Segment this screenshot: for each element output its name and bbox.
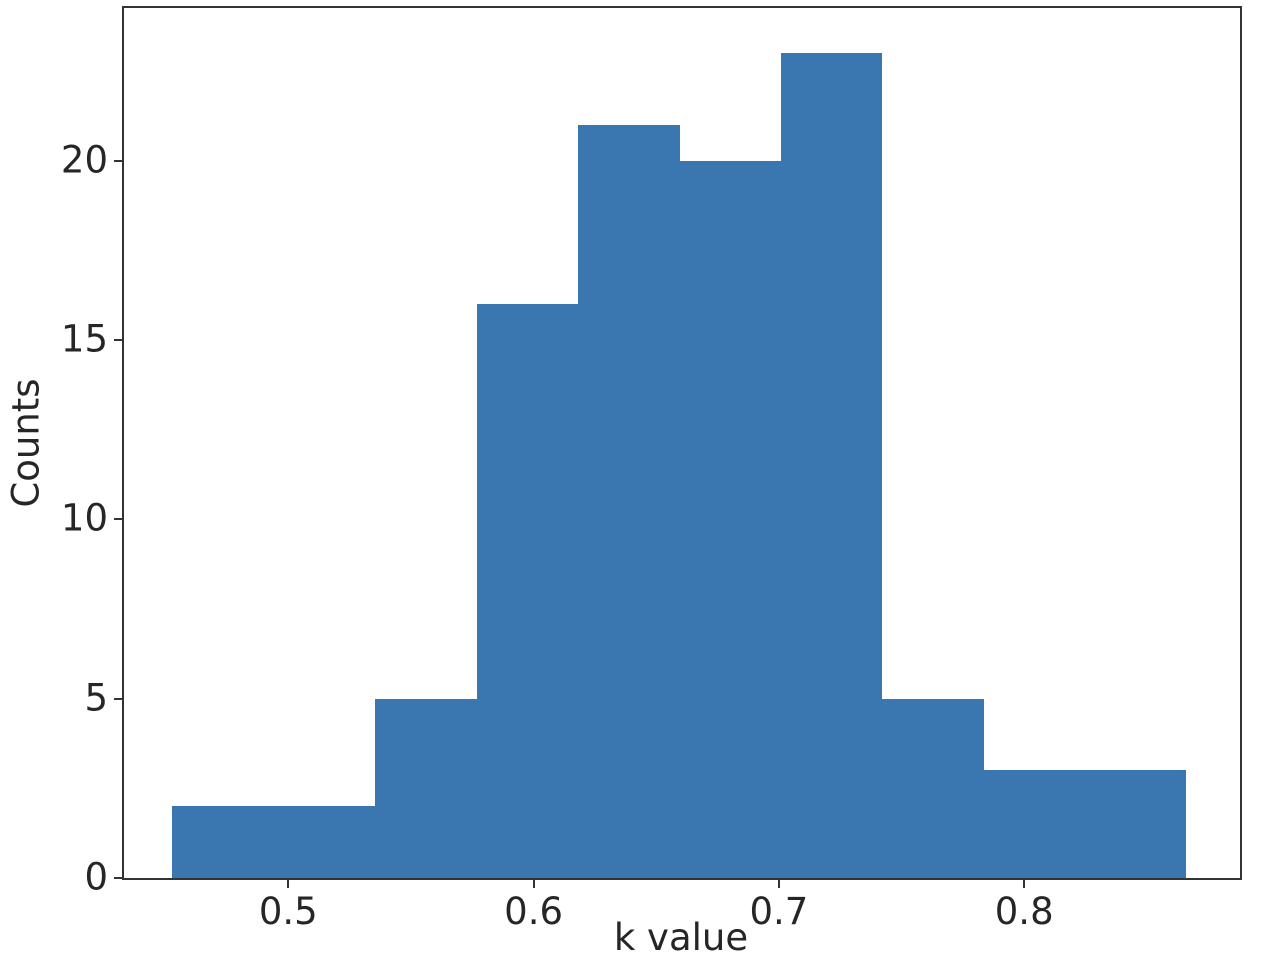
y-tick bbox=[114, 338, 122, 341]
x-tick-label: 0.5 bbox=[258, 890, 318, 933]
y-tick-label: 0 bbox=[84, 855, 108, 899]
y-axis-label: Counts bbox=[4, 378, 48, 508]
histogram-bar bbox=[476, 304, 578, 878]
y-tick bbox=[114, 159, 122, 162]
y-tick-label: 10 bbox=[60, 496, 108, 540]
histogram-bar bbox=[273, 806, 376, 878]
x-tick bbox=[777, 880, 780, 888]
x-tick-label: 0.7 bbox=[749, 890, 809, 933]
y-tick-label: 5 bbox=[84, 676, 108, 720]
histogram-bar bbox=[578, 124, 680, 878]
histogram-bar bbox=[882, 698, 984, 878]
histogram-bar bbox=[375, 698, 477, 878]
x-tick bbox=[1023, 880, 1026, 888]
histogram-bar bbox=[983, 770, 1086, 878]
y-tick bbox=[114, 697, 122, 700]
histogram-bar bbox=[679, 160, 781, 878]
x-tick bbox=[287, 880, 290, 888]
histogram-bar bbox=[1085, 770, 1187, 878]
x-tick-label: 0.6 bbox=[504, 890, 564, 933]
y-tick-label: 15 bbox=[60, 317, 108, 361]
y-tick-label: 20 bbox=[60, 138, 108, 182]
y-tick bbox=[114, 518, 122, 521]
plot-area: 0.5 0.6 0.7 0.8 0 5 10 15 20 bbox=[61, 6, 1242, 932]
histogram-bar bbox=[172, 806, 274, 878]
y-tick bbox=[114, 877, 122, 879]
histogram-bar bbox=[780, 52, 883, 878]
x-tick-label: 0.8 bbox=[994, 890, 1054, 933]
x-tick bbox=[532, 880, 535, 888]
x-axis-label: k value bbox=[613, 916, 749, 959]
